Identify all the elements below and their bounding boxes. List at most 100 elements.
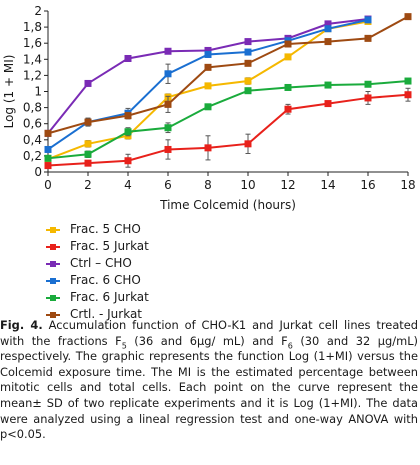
data-point: [164, 145, 172, 153]
x-tick-label: 12: [280, 178, 295, 192]
y-tick-label: 0,4: [23, 133, 42, 147]
y-tick-label: 0,2: [23, 149, 42, 163]
line-chart: 0 2 4 6 8 10 12 14 16 18 0 0,2 0,4 0,6 0,8 1 1,2 1,4 1,6 1,…: [2, 4, 416, 212]
x-tick-label: 16: [360, 178, 375, 192]
y-tick-label: 1,6: [23, 36, 42, 50]
data-point: [324, 20, 332, 28]
data-point: [244, 140, 252, 148]
caption-text-3: (30 and 32 μg/mL) respectively. The grap…: [0, 333, 418, 442]
data-point: [84, 140, 92, 148]
data-point: [244, 38, 252, 46]
data-point: [124, 128, 132, 136]
caption-sub-5: 5: [121, 340, 127, 350]
data-point: [284, 53, 292, 61]
y-tick-label: 0,6: [23, 117, 42, 131]
data-point: [84, 79, 92, 87]
data-point: [44, 145, 52, 153]
data-point: [44, 162, 52, 170]
y-tick-label: 0,8: [23, 101, 42, 115]
data-point: [124, 112, 132, 120]
data-point: [364, 80, 372, 88]
legend-item: Frac. 5 CHO: [46, 220, 149, 237]
legend-label: Ctrl – CHO: [70, 255, 132, 270]
x-tick-label: 0: [44, 178, 52, 192]
y-tick-label: 1,8: [23, 20, 42, 34]
y-axis-label: Log (1 + MI): [2, 55, 16, 129]
series-line: [47, 93, 409, 167]
legend-item: Ctrl – CHO: [46, 254, 149, 271]
data-point: [284, 105, 292, 113]
y-tick-label: 2: [34, 4, 42, 18]
figure-caption: Fig. 4. Accumulation function of CHO-K1 …: [0, 318, 418, 443]
chart-marks: [44, 13, 412, 170]
data-point: [404, 77, 412, 85]
data-point: [164, 124, 172, 132]
x-tick-label: 18: [400, 178, 415, 192]
data-point: [164, 70, 172, 78]
legend-swatch: [46, 223, 60, 235]
chart-legend: Frac. 5 CHO Frac. 5 Jurkat Ctrl – CHO Frac.…: [46, 220, 149, 322]
data-point: [404, 91, 412, 99]
data-point: [404, 13, 412, 21]
x-tick-label: 8: [204, 178, 212, 192]
figure-label: Fig. 4.: [0, 318, 43, 332]
y-tick-label: 0: [34, 165, 42, 179]
data-point: [324, 100, 332, 108]
data-point: [84, 150, 92, 158]
data-point: [44, 154, 52, 162]
data-point: [164, 100, 172, 108]
data-point: [324, 38, 332, 46]
data-point: [204, 103, 212, 111]
data-point: [204, 82, 212, 90]
chart-axes: 0 2 4 6 8 10 12 14 16 18 0 0,2 0,4 0,6 0,8 1 1,2 1,4 1,6 1,…: [23, 4, 416, 192]
data-point: [364, 34, 372, 42]
caption-text-2: (36 and 6μg/ mL) and F: [126, 333, 288, 348]
data-point: [324, 81, 332, 89]
x-axis-label: Time Colcemid (hours): [159, 198, 296, 212]
data-point: [364, 16, 372, 24]
series-5: [44, 13, 412, 137]
series-1: [44, 87, 412, 170]
data-point: [84, 118, 92, 126]
legend-swatch: [46, 308, 60, 320]
x-tick-label: 10: [240, 178, 255, 192]
data-point: [364, 94, 372, 102]
x-tick-label: 6: [164, 178, 172, 192]
x-tick-label: 14: [320, 178, 335, 192]
series-line: [47, 18, 369, 134]
legend-label: Frac. 5 Jurkat: [70, 238, 149, 253]
legend-item: Frac. 6 Jurkat: [46, 288, 149, 305]
data-point: [244, 48, 252, 56]
y-tick-label: 1,4: [23, 52, 42, 66]
data-point: [244, 59, 252, 67]
series-4: [44, 77, 412, 162]
legend-item: Crtl. - Jurkat: [46, 305, 149, 322]
data-point: [324, 25, 332, 33]
data-point: [44, 129, 52, 137]
legend-label: Crtl. - Jurkat: [70, 306, 142, 321]
data-point: [124, 157, 132, 165]
legend-item: Frac. 5 Jurkat: [46, 237, 149, 254]
series-line: [47, 15, 409, 135]
data-point: [284, 83, 292, 91]
legend-swatch: [46, 291, 60, 303]
caption-sub-6: 6: [287, 340, 293, 350]
legend-label: Frac. 6 CHO: [70, 272, 141, 287]
data-point: [244, 77, 252, 85]
caption-text-1: Accumulation function of CHO-K1 and Jurk…: [0, 318, 419, 348]
data-point: [284, 40, 292, 48]
x-tick-label: 4: [124, 178, 132, 192]
legend-swatch: [46, 257, 60, 269]
data-point: [204, 144, 212, 152]
legend-label: Frac. 5 CHO: [70, 221, 141, 236]
series-line: [47, 80, 409, 160]
legend-swatch: [46, 274, 60, 286]
y-tick-label: 1: [34, 85, 42, 99]
x-tick-label: 2: [84, 178, 92, 192]
data-point: [84, 159, 92, 167]
y-tick-label: 1,2: [23, 68, 42, 82]
data-point: [124, 54, 132, 62]
legend-swatch: [46, 240, 60, 252]
data-point: [204, 46, 212, 54]
legend-label: Frac. 6 Jurkat: [70, 289, 149, 304]
